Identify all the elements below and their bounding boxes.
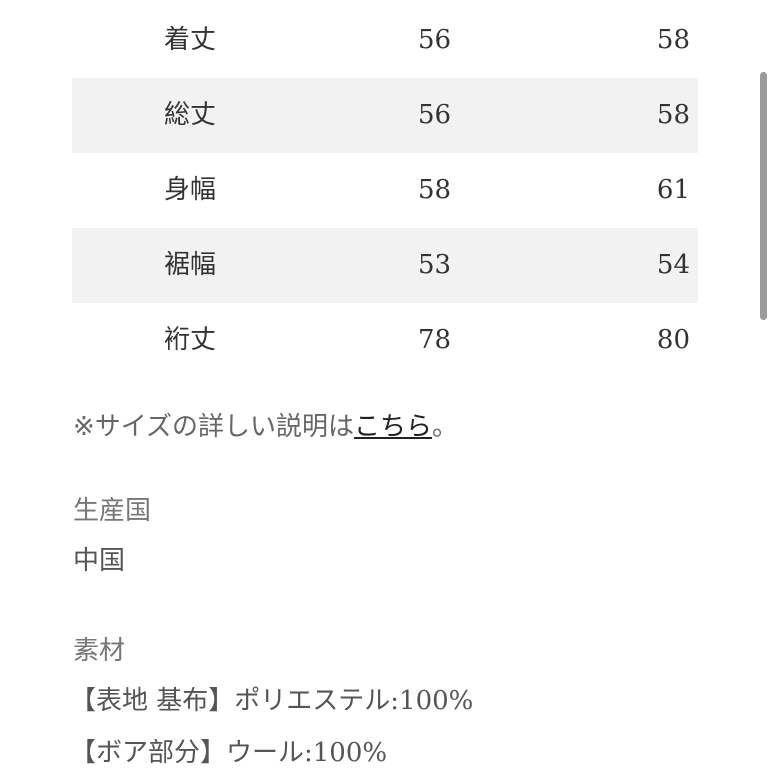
row-value: 61 (656, 175, 690, 205)
material-line: 【表地 基布】ポリエステル:100% (70, 686, 474, 716)
row-label: 身幅 (164, 175, 217, 205)
size-table: 着丈 56 58 総丈 56 58 身幅 58 61 裾幅 53 54 裄丈 78 80 (72, 3, 698, 378)
material-line: 【ボア部分】ウール:100% (70, 738, 388, 768)
size-guide-link[interactable]: こちら (354, 412, 433, 442)
scrollbar[interactable] (760, 72, 767, 320)
row-value: 58 (656, 25, 690, 55)
row-label: 着丈 (164, 25, 217, 55)
row-value: 58 (656, 100, 690, 130)
row-value: 53 (418, 250, 452, 280)
size-note: ※サイズの詳しい説明はこちら。 (73, 412, 459, 442)
row-value: 56 (418, 25, 452, 55)
table-row: 着丈 56 58 (72, 3, 698, 78)
row-label: 裄丈 (164, 325, 217, 355)
origin-value: 中国 (73, 546, 126, 576)
row-label: 裾幅 (164, 250, 217, 280)
table-row: 裾幅 53 54 (72, 228, 698, 303)
row-value: 58 (418, 175, 452, 205)
material-label: 素材 (73, 636, 126, 666)
row-value: 56 (418, 100, 452, 130)
table-row: 総丈 56 58 (72, 78, 698, 153)
table-row: 裄丈 78 80 (72, 303, 698, 378)
origin-label: 生産国 (73, 496, 152, 526)
row-value: 54 (656, 250, 690, 280)
row-value: 78 (418, 325, 452, 355)
table-row: 身幅 58 61 (72, 153, 698, 228)
row-value: 80 (656, 325, 690, 355)
row-label: 総丈 (164, 100, 217, 130)
